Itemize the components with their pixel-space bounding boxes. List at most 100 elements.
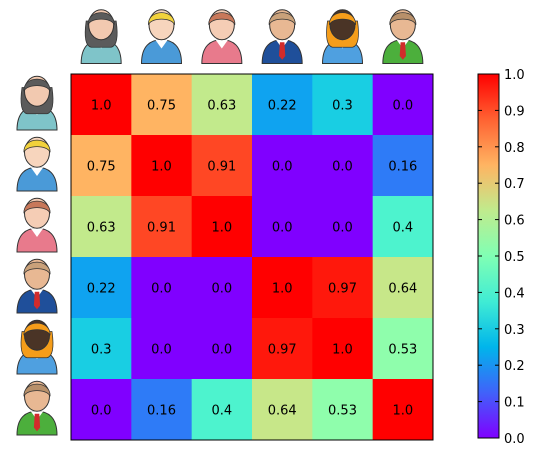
heatmap-cell xyxy=(71,257,132,319)
colorbar-tick-label: 0.5 xyxy=(504,250,525,265)
cell-value-label: 0.53 xyxy=(388,343,417,358)
heatmap-cell xyxy=(131,257,193,319)
colorbar-tick-label: 0.8 xyxy=(504,141,525,156)
heatmap-cell xyxy=(252,379,313,441)
heatmap-cell xyxy=(372,196,434,258)
heatmap-cell xyxy=(252,74,313,136)
woman-long-hair-icon xyxy=(16,319,58,375)
heatmap-cell xyxy=(131,74,193,136)
girl-auburn-hair-icon xyxy=(201,9,243,64)
heatmap-cell xyxy=(372,379,434,441)
heatmap-cell xyxy=(312,257,374,319)
colorbar-tick-label: 0.4 xyxy=(504,286,525,301)
heatmap-cell xyxy=(252,135,313,197)
heatmap-cell xyxy=(252,196,313,258)
heatmap-cell xyxy=(372,257,434,319)
cell-value-label: 0.0 xyxy=(272,160,293,175)
heatmap-cell xyxy=(312,74,374,136)
heatmap-cell xyxy=(312,196,374,258)
woman-dark-hair-icon xyxy=(80,9,122,64)
colorbar-tick-label: 0.6 xyxy=(504,214,525,229)
heatmap-cells xyxy=(71,74,434,441)
cell-value-label: 0.63 xyxy=(87,221,116,236)
heatmap-cell xyxy=(191,257,253,319)
cell-value-label: 0.91 xyxy=(207,160,236,175)
heatmap-cell xyxy=(71,196,132,258)
cell-value-label: 0.22 xyxy=(268,99,297,114)
colorbar-tick-label: 0.9 xyxy=(504,104,525,119)
heatmap-cell xyxy=(191,135,253,197)
boy-blond-hair-icon xyxy=(140,9,183,64)
cell-value-label: 0.0 xyxy=(332,160,353,175)
cell-value-label: 0.75 xyxy=(147,99,176,114)
cell-value-label: 0.0 xyxy=(392,99,413,114)
heatmap-cell xyxy=(372,318,434,380)
heatmap-cell xyxy=(191,74,253,136)
cell-value-label: 0.0 xyxy=(91,404,112,419)
colorbar-tick-label: 0.2 xyxy=(504,359,525,374)
colorbar-tick-label: 0.0 xyxy=(504,432,525,447)
man-green-shirt-icon xyxy=(382,9,424,64)
heatmap-cell xyxy=(131,196,193,258)
heatmap-cell xyxy=(191,196,253,258)
colorbar-tick-label: 0.3 xyxy=(504,323,525,338)
cell-value-label: 0.4 xyxy=(392,221,413,236)
cell-value-label: 0.64 xyxy=(388,282,417,297)
row-icons xyxy=(16,75,58,436)
column-icons xyxy=(80,9,424,64)
heatmap-cell xyxy=(312,318,374,380)
heatmap-cell xyxy=(312,379,374,441)
heatmap-cell xyxy=(71,379,132,441)
cell-value-label: 0.0 xyxy=(211,343,232,358)
man-suit-icon xyxy=(261,9,303,64)
cell-value-label: 0.4 xyxy=(211,404,232,419)
cell-value-label: 0.91 xyxy=(147,221,176,236)
cell-value-label: 0.3 xyxy=(91,343,112,358)
heatmap-frame xyxy=(70,73,434,441)
cell-value-label: 1.0 xyxy=(91,99,112,114)
girl-auburn-hair-icon xyxy=(16,197,58,253)
heatmap-cell xyxy=(191,379,253,441)
cell-value-label: 0.97 xyxy=(268,343,297,358)
heatmap-cell xyxy=(71,74,132,136)
heatmap-cell xyxy=(131,379,193,441)
woman-long-hair-icon xyxy=(321,9,364,64)
cell-value-label: 1.0 xyxy=(332,343,353,358)
colorbar-tick-label: 1.0 xyxy=(504,68,525,83)
cell-value-label: 1.0 xyxy=(272,282,293,297)
cell-value-label: 0.64 xyxy=(268,404,297,419)
cell-value-label: 1.0 xyxy=(211,221,232,236)
cell-value-label: 0.3 xyxy=(332,99,353,114)
cell-value-label: 0.16 xyxy=(147,404,176,419)
heatmap-cell xyxy=(372,135,434,197)
heatmap-cell xyxy=(252,318,313,380)
cell-value-label: 0.0 xyxy=(151,343,172,358)
heatmap-cell xyxy=(191,318,253,380)
man-green-shirt-icon xyxy=(16,380,58,436)
heatmap-cell xyxy=(312,135,374,197)
cell-value-label: 0.75 xyxy=(87,160,116,175)
heatmap-cell xyxy=(71,135,132,197)
cell-value-label: 0.63 xyxy=(207,99,236,114)
heatmap-cell xyxy=(71,318,132,380)
cell-value-label: 1.0 xyxy=(392,404,413,419)
cell-value-label: 0.53 xyxy=(328,404,357,419)
boy-blond-hair-icon xyxy=(16,136,58,192)
cell-value-label: 0.0 xyxy=(272,221,293,236)
heatmap-cell xyxy=(131,135,193,197)
man-suit-icon xyxy=(16,258,58,314)
heatmap-cell xyxy=(372,74,434,136)
cell-value-label: 1.0 xyxy=(151,160,172,175)
cell-value-label: 0.22 xyxy=(87,282,116,297)
heatmap-cell-labels: 1.0 0.75 0.63 0.22 0.3 0.0 0.75 1.0 0.91 0.0 0.0 0.… xyxy=(87,99,418,419)
cell-value-label: 0.97 xyxy=(328,282,357,297)
heatmap-cell xyxy=(252,257,313,319)
colorbar-ticks: 0.0 0.1 0.2 0.3 0.4 0.5 0.6 0.7 0.8 0.9 1.0 xyxy=(478,68,525,447)
woman-dark-hair-icon xyxy=(16,75,58,131)
cell-value-label: 0.0 xyxy=(151,282,172,297)
heatmap-cell xyxy=(131,318,193,380)
colorbar-tick-label: 0.1 xyxy=(504,396,525,411)
cell-value-label: 0.0 xyxy=(211,282,232,297)
cell-value-label: 0.16 xyxy=(388,160,417,175)
